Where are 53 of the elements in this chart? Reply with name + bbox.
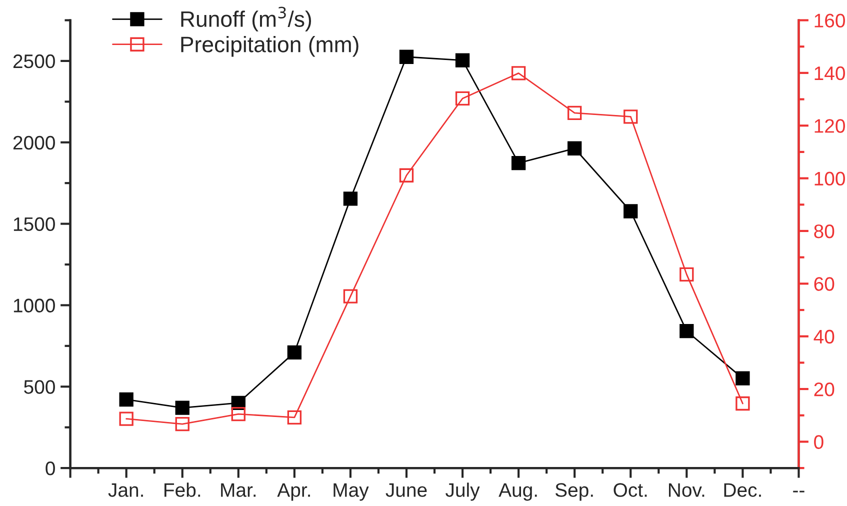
legend-label: Precipitation (mm) (181, 36, 358, 57)
legend-label: Runoff (m$^{3}$/s) (181, 6, 312, 32)
y-tick-label: 1000 (14, 298, 55, 312)
point (119, 392, 134, 407)
point (568, 141, 582, 156)
x-tick-label: Feb. (164, 482, 200, 497)
point (736, 371, 750, 386)
y2-tick-label: 120 (814, 119, 845, 133)
point (175, 416, 190, 432)
x-tick-label: June (386, 483, 427, 497)
x-tick-label: Nov. (668, 483, 704, 497)
y-tick-label: 1500 (14, 217, 55, 232)
y2-tick-label: 0 (814, 435, 824, 449)
x-tick-label: -- (793, 490, 804, 492)
x-tick-label: May (334, 483, 369, 501)
point (736, 396, 750, 411)
y2-tick-label: 20 (814, 382, 834, 396)
point (455, 91, 470, 106)
point (680, 324, 694, 338)
point (511, 66, 526, 80)
point (287, 410, 302, 425)
y2-tick-label: 140 (814, 66, 845, 80)
x-tick-label: Mar. (221, 483, 256, 497)
point (343, 289, 358, 304)
x-tick-label: Sep. (555, 483, 593, 501)
point (399, 168, 414, 182)
point (399, 50, 414, 64)
x-tick-label: Apr. (277, 483, 310, 501)
point (680, 267, 694, 282)
x-tick-label: July (446, 482, 480, 501)
point (231, 406, 246, 422)
y2-tick-label: 160 (814, 14, 845, 28)
point (175, 400, 190, 415)
x-tick-label: Jan. (108, 483, 143, 497)
y2-tick-label: 40 (814, 330, 834, 344)
y2-tick-label: 100 (814, 172, 845, 186)
x-tick-label: Aug. (498, 483, 537, 501)
point (287, 345, 302, 360)
x-tick-label: Dec. (724, 483, 761, 497)
y2-tick-label: 60 (814, 277, 834, 291)
y-tick-label: 2500 (13, 54, 55, 68)
y2-tick-label: 80 (814, 224, 834, 238)
point (568, 106, 582, 120)
y-tick-label: 0 (46, 462, 55, 476)
point (624, 204, 638, 218)
point (455, 53, 470, 68)
point (119, 412, 134, 426)
point (511, 156, 526, 170)
y-tick-label: 500 (24, 380, 55, 394)
point (624, 110, 638, 124)
y-tick-label: 2000 (13, 136, 55, 150)
point (343, 192, 358, 206)
x-tick-label: Oct. (614, 483, 647, 497)
